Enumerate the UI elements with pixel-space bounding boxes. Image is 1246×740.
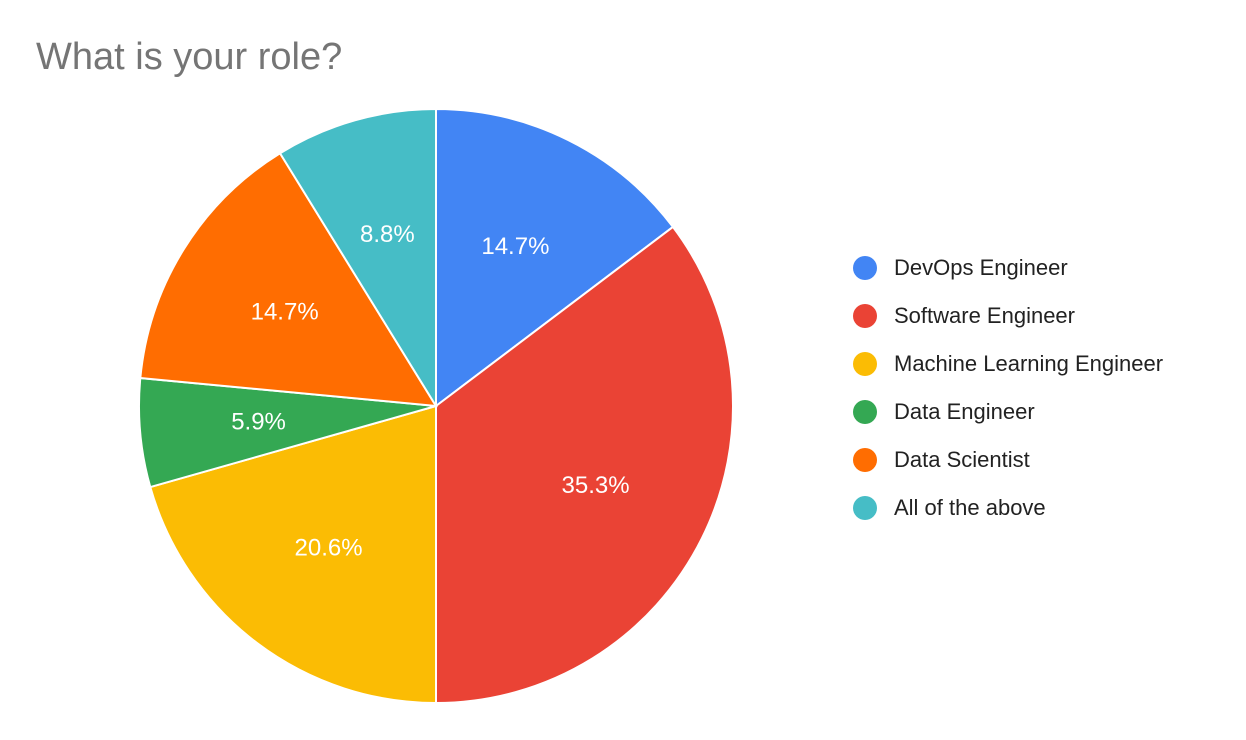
pie-slice-5[interactable] bbox=[278, 107, 437, 410]
slice-value-label-1: 35.3% bbox=[562, 472, 630, 499]
pie-slice-4[interactable] bbox=[139, 151, 438, 408]
pie-slice-1[interactable] bbox=[435, 225, 734, 705]
pie-data-labels: 14.7% 35.3% 20.6% 5.9% 14.7% 8.8% bbox=[231, 221, 629, 562]
legend-item-0[interactable]: DevOps Engineer bbox=[853, 244, 1163, 292]
legend-item-4[interactable]: Data Scientist bbox=[853, 436, 1163, 484]
legend-label: Data Scientist bbox=[894, 447, 1030, 472]
legend-swatch-icon bbox=[853, 352, 877, 376]
legend-swatch-icon bbox=[853, 304, 877, 328]
legend-label: Software Engineer bbox=[894, 303, 1075, 328]
slice-value-label-5: 8.8% bbox=[360, 221, 415, 248]
legend-label: DevOps Engineer bbox=[894, 255, 1068, 280]
legend-swatch-icon bbox=[853, 496, 877, 520]
legend-item-2[interactable]: Machine Learning Engineer bbox=[853, 340, 1163, 388]
legend-label: Machine Learning Engineer bbox=[894, 351, 1164, 376]
pie-slice-0[interactable] bbox=[435, 107, 675, 409]
pie-slice-2[interactable] bbox=[149, 404, 437, 705]
legend-swatch-icon bbox=[853, 256, 877, 280]
legend-item-3[interactable]: Data Engineer bbox=[853, 388, 1163, 436]
slice-value-label-4: 14.7% bbox=[251, 298, 319, 325]
legend-label: Data Engineer bbox=[894, 399, 1035, 424]
slice-value-label-0: 14.7% bbox=[481, 233, 549, 260]
slice-value-label-3: 5.9% bbox=[231, 409, 286, 436]
legend-swatch-icon bbox=[853, 448, 877, 472]
legend-label: All of the above bbox=[894, 495, 1046, 520]
legend-item-1[interactable]: Software Engineer bbox=[853, 292, 1163, 340]
legend: DevOps Engineer Software Engineer Machine … bbox=[853, 244, 1163, 532]
legend-swatch-icon bbox=[853, 400, 877, 424]
pie-slices bbox=[138, 107, 734, 705]
chart-title: What is your role? bbox=[36, 36, 343, 78]
slice-value-label-2: 20.6% bbox=[295, 535, 363, 562]
legend-item-5[interactable]: All of the above bbox=[853, 484, 1163, 532]
